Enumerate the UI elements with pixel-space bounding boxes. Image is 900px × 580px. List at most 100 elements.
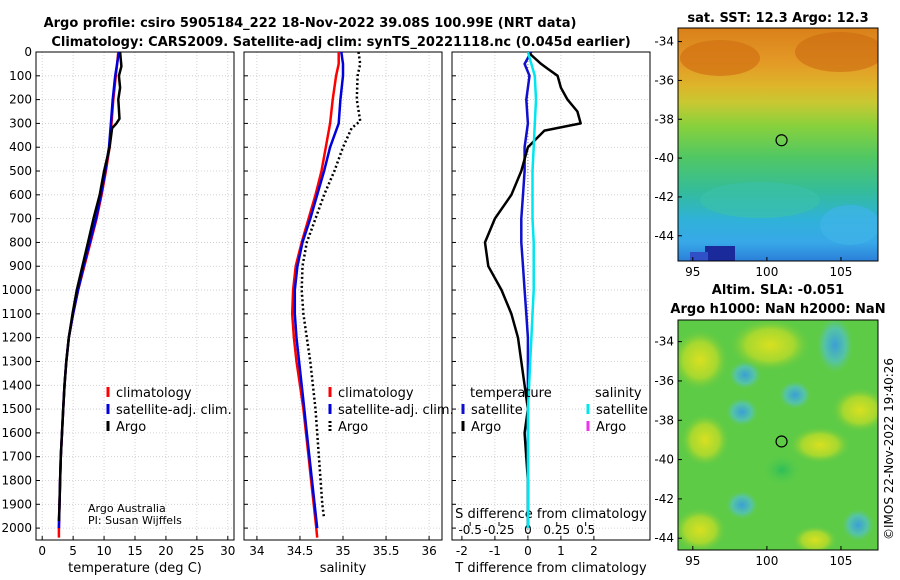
y-tick-label: 1100 [1,307,32,321]
x-tick-label: -1 [489,544,501,558]
x-tick-label: -2 [456,544,468,558]
secondary-tick-label: 0.5 [576,523,595,537]
legend-label: satellite-adj. clim. [338,403,454,418]
map-x-tick-label: 100 [755,554,778,568]
map-y-tick-label: -42 [654,492,674,506]
legend-label: satellite [471,403,523,418]
legend-label: Argo [596,420,626,435]
sla-low-patch [726,398,758,426]
series-line-satellite-adj-clim- [293,51,345,529]
map-x-tick-label: 95 [685,265,700,279]
legend-label: Argo [116,420,146,435]
y-tick-label: 200 [9,93,32,107]
map-x-tick-label: 105 [830,554,853,568]
x-tick-label: 0 [38,544,46,558]
x-tick-label: 34.5 [287,544,314,558]
sla-high-patch [730,320,810,371]
map-x-tick-label: 105 [830,265,853,279]
legend-label: Argo [471,420,501,435]
sla-low-patch [842,509,874,541]
y-tick-label: 500 [9,164,32,178]
sst-cool-patch [700,182,820,218]
sla-low-patch [729,361,761,389]
salinity-panel: 34 34.5 35 35.5 36 salinity climatology satelli… [243,51,454,576]
y-tick-label: 1300 [1,354,32,368]
sst-map-frame [677,27,879,262]
sst-cold-patch [690,252,708,261]
y-tick-label: 1900 [1,497,32,511]
sla-map-title-line-1: Altim. SLA: -0.051 [712,283,844,298]
sla-map-axes: 95 100 105 -34 -36 -38 -40 -42 -44 [654,335,852,568]
sla-high-patch [790,427,850,463]
series-line-climatology [290,52,340,538]
x-tick-label: 30 [220,544,235,558]
x-tick-label: 15 [127,544,142,558]
copyright-label: ©IMOS 22-Nov-2022 19:40:26 [882,358,896,540]
y-tick-label: 700 [9,212,32,226]
map-y-tick-label: -34 [654,35,674,49]
map-x-tick-label: 95 [685,554,700,568]
x-tick-label: 0 [524,544,532,558]
y-tick-label: 100 [9,69,32,83]
y-tick-label: 800 [9,235,32,249]
sla-map [678,320,878,550]
sla-low-patch [779,381,811,409]
x-tick-label: 35.5 [373,544,400,558]
map-y-tick-label: -36 [654,374,674,388]
y-tick-label: 1800 [1,473,32,487]
x-tick-label: 10 [96,544,111,558]
sla-low-patch [726,491,758,519]
y-tick-label: 1500 [1,402,32,416]
y-tick-label: 900 [9,259,32,273]
figure-title-line-2: Climatology: CARS2009. Satellite-adj cli… [51,35,630,50]
map-y-tick-label: -40 [654,151,674,165]
y-tick-label: 300 [9,116,32,130]
float-location-marker [775,435,788,448]
sla-high-patch [681,414,729,466]
x-axis-label: salinity [320,561,367,576]
temperature-panel: 0 5 10 15 20 25 30 temperature (deg C) 0 100 200 30… [1,45,235,576]
sst-warm-patch [795,32,878,72]
credit-line-2: PI: Susan Wijffels [88,514,182,527]
x-axis-label: T difference from climatology [454,561,647,576]
y-tick-label: 1600 [1,426,32,440]
map-y-tick-label: -34 [654,335,674,349]
secondary-axis-label: S difference from climatology [455,507,647,522]
x-axis-label: temperature (deg C) [68,561,202,576]
map-y-tick-label: -44 [654,531,674,545]
map-y-tick-label: -42 [654,190,674,204]
map-y-tick-label: -38 [654,112,674,126]
axes-frame [451,51,651,541]
sst-warm-patch [680,40,760,76]
legend-header-temperature: temperature [470,386,552,401]
map-y-tick-label: -40 [654,453,674,467]
series-line-climatology [57,51,120,538]
x-tick-label: 5 [69,544,77,558]
y-tick-label: 400 [9,140,32,154]
sla-low-patch [817,320,853,373]
sla-high-patch [678,508,726,550]
legend-header-salinity: salinity [595,386,642,401]
y-tick-label: 1700 [1,450,32,464]
credit-line-1: Argo Australia [88,502,166,515]
legend-label: Argo [338,420,368,435]
sla-high-patch [793,526,837,550]
legend-label: satellite-adj. clim. [116,403,232,418]
y-tick-label: 600 [9,188,32,202]
sla-high-patch [678,330,728,390]
series-line-temperature-satellite [520,51,533,529]
float-location-marker [775,134,788,147]
sla-map-frame [677,319,879,551]
y-tick-label: 0 [24,45,32,59]
map-y-tick-label: -44 [654,229,674,243]
legend-label: climatology [116,386,192,401]
secondary-tick-label: 0.25 [543,523,570,537]
y-tick-label: 1200 [1,331,32,345]
sst-map-title: sat. SST: 12.3 Argo: 12.3 [687,11,868,26]
x-tick-label: 34 [249,544,264,558]
y-tick-label: 1000 [1,283,32,297]
sst-cool-patch [820,205,878,245]
sst-map [678,28,878,261]
sla-high-patch [832,388,878,432]
